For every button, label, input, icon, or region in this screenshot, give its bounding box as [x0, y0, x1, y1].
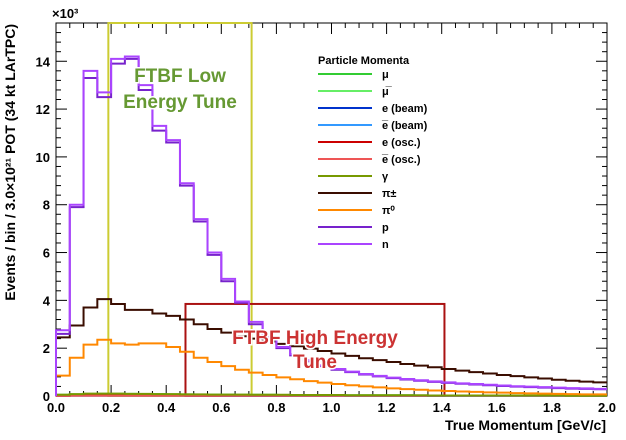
legend-label: γ: [382, 171, 389, 183]
series-layer: [55, 55, 607, 397]
x-tick-label: 0.8: [267, 400, 285, 415]
x-tick-label: 0.6: [212, 400, 230, 415]
x-tick-label: 1.4: [433, 400, 452, 415]
legend-title: Particle Momenta: [318, 55, 410, 67]
x-axis-title: True Momentum [GeV/c]: [445, 417, 606, 433]
legend-label: e (beam): [382, 103, 428, 115]
annotation-label: Energy Tune: [123, 92, 237, 113]
series-line: [55, 55, 607, 396]
annotation-label: Tune: [293, 352, 337, 373]
x-tick-label: 1.0: [322, 400, 340, 415]
x-tick-label: 1.8: [543, 400, 561, 415]
legend-label: μ: [382, 69, 389, 81]
legend-items: μ μ̅ e (beam) e̅ (beam) e (osc.) e̅ (osc.) γ π±…: [318, 69, 428, 251]
legend: Particle Momenta μ μ̅ e (beam) e̅ (beam) e (…: [300, 48, 440, 251]
y-tick-label: 12: [36, 102, 50, 117]
x-tick-label: 1.2: [378, 400, 396, 415]
annotation-label: FTBF Low: [134, 66, 226, 87]
legend-background: [300, 48, 440, 248]
annotation-labels: FTBF Low Energy Tune FTBF High Energy Tune: [122, 65, 400, 375]
annotation-label: FTBF High Energy: [232, 328, 398, 349]
legend-label: e (osc.): [382, 137, 421, 149]
legend-label: π±: [382, 188, 396, 200]
y-tick-label: 6: [43, 246, 50, 261]
legend-label: π⁰: [382, 205, 395, 217]
y-multiplier: ×10³: [52, 6, 79, 21]
x-tick-labels: 0.0 0.2 0.4 0.6 0.8 1.0 1.2 1.4 1.6 1.8 2.0: [47, 400, 616, 415]
series-line: [55, 298, 607, 396]
legend-label: p: [382, 222, 389, 234]
legend-label: n: [382, 239, 389, 251]
series-line: [55, 392, 607, 397]
x-tick-label: 0.4: [157, 400, 176, 415]
series-line: [55, 338, 607, 396]
y-tick-label: 2: [43, 341, 50, 356]
y-tick-label: 10: [36, 150, 50, 165]
x-tick-label: 0.0: [47, 400, 65, 415]
x-tick-label: 2.0: [598, 400, 616, 415]
legend-label: e̅ (osc.): [381, 154, 421, 166]
legend-label: μ̅: [382, 86, 393, 98]
x-tick-label: 0.2: [102, 400, 120, 415]
annotation-box: [184, 302, 446, 398]
y-tick-label: 4: [43, 293, 51, 308]
y-tick-labels: 0 2 4 6 8 10 12 14: [36, 54, 51, 404]
y-tick-label: 14: [36, 54, 51, 69]
legend-label: e̅ (beam): [381, 120, 427, 132]
y-tick-label: 0: [43, 389, 50, 404]
y-axis-title: Events / bin / 3.0×10²¹ POT (34 kt LArTP…: [2, 24, 18, 301]
x-tick-label: 1.6: [488, 400, 506, 415]
y-tick-label: 8: [43, 198, 50, 213]
